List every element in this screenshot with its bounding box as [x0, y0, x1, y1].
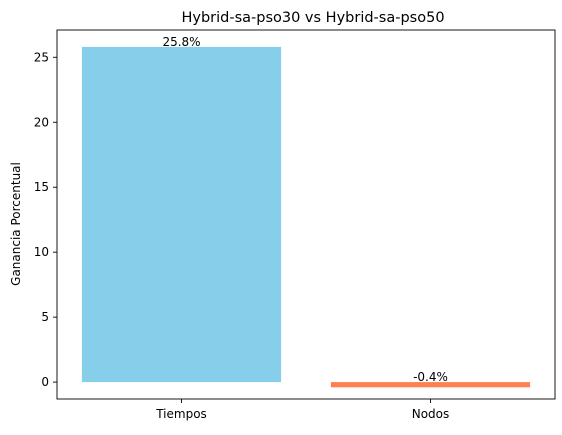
plot-frame [56, 29, 556, 400]
bar-nodos [330, 382, 531, 388]
data-label-tiempos: 25.8% [162, 35, 200, 49]
y-axis: 0 5 10 15 20 25 [34, 50, 57, 389]
bars-group [81, 46, 531, 388]
y-tick-label-25: 25 [34, 50, 49, 64]
data-label-nodos: -0.4% [413, 370, 448, 384]
data-labels-group: 25.8% -0.4% [162, 35, 447, 384]
x-axis: Tiempos Nodos [155, 399, 449, 421]
y-tick-label-10: 10 [34, 245, 49, 259]
y-axis-label: Ganancia Porcentual [9, 162, 23, 286]
x-tick-label-tiempos: Tiempos [155, 407, 207, 421]
y-tick-label-15: 15 [34, 180, 49, 194]
chart-title: Hybrid-sa-pso30 vs Hybrid-sa-pso50 [181, 10, 444, 26]
y-tick-label-0: 0 [41, 375, 49, 389]
bar-tiempos [81, 46, 282, 383]
x-tick-label-nodos: Nodos [412, 407, 450, 421]
y-tick-label-20: 20 [34, 115, 49, 129]
y-tick-label-5: 5 [41, 310, 49, 324]
